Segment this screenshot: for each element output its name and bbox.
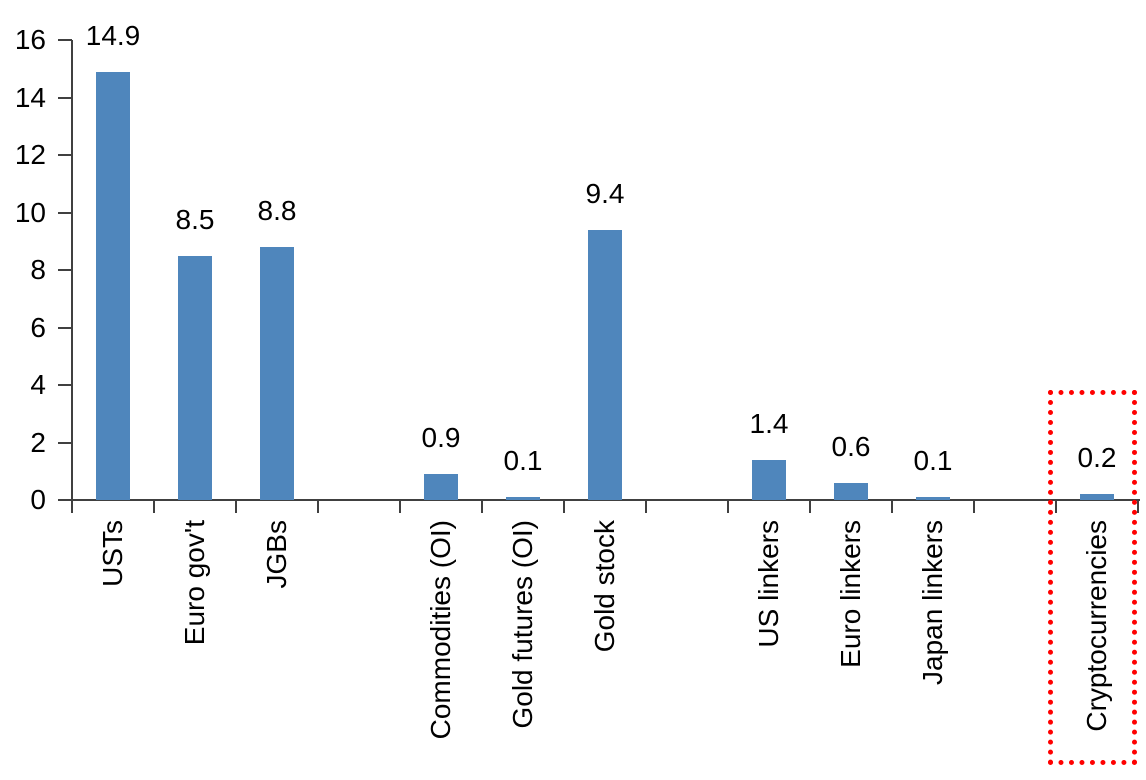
bar-value-label: 0.6: [831, 431, 871, 462]
x-axis-category-label: US linkers: [753, 520, 784, 648]
bar: [424, 474, 458, 500]
y-axis-tick: [58, 499, 72, 501]
bar: [588, 230, 622, 500]
x-axis-tick: [399, 500, 401, 513]
bar-value-label: 8.5: [175, 204, 215, 235]
x-axis-category-label: USTs: [97, 520, 128, 587]
bar-value-label: 0.1: [913, 445, 953, 476]
bar: [96, 72, 130, 500]
y-axis-tick: [58, 326, 72, 329]
x-axis-category-label: Gold futures (OI): [507, 520, 538, 729]
x-axis-tick: [727, 500, 729, 513]
bar-value-label: 1.4: [749, 408, 789, 439]
x-axis-tick: [153, 500, 155, 513]
y-axis-tick: [58, 39, 72, 41]
y-tick-label: 4: [30, 369, 46, 400]
y-tick-label: 12: [14, 139, 46, 170]
x-axis-category-label: Euro linkers: [835, 520, 866, 668]
y-axis-tick: [58, 211, 72, 214]
x-axis-tick: [563, 500, 565, 513]
y-tick-label: 10: [14, 196, 46, 228]
y-axis-tick: [58, 154, 72, 156]
bar: [178, 256, 212, 500]
bar: [916, 497, 950, 500]
bar: [1080, 494, 1114, 500]
x-axis-category-label: Japan linkers: [917, 520, 948, 685]
x-axis-line: [72, 499, 1140, 501]
x-axis-tick: [1055, 500, 1057, 513]
y-tick-label: 0: [30, 484, 46, 515]
bar: [506, 497, 540, 500]
x-axis-tick: [891, 500, 893, 513]
bar: [752, 460, 786, 500]
y-tick-label: 6: [30, 311, 46, 343]
y-axis-tick: [58, 269, 72, 271]
x-axis-tick: [481, 500, 483, 513]
x-axis-category-label: JGBs: [261, 520, 292, 589]
bar-value-label: 0.2: [1077, 442, 1117, 473]
bar-value-label: 8.8: [257, 195, 297, 226]
bar: [260, 247, 294, 500]
x-axis-category-label: Gold stock: [589, 520, 620, 653]
y-axis-line: [71, 40, 73, 501]
y-tick-label: 16: [14, 24, 46, 55]
y-tick-label: 2: [30, 426, 46, 458]
y-axis-tick: [58, 441, 72, 444]
bar: [834, 483, 868, 500]
y-axis-tick: [58, 96, 72, 99]
bar-value-label: 9.4: [585, 178, 625, 209]
x-axis-tick: [317, 500, 319, 513]
x-axis-category-label: Commodities (OI): [425, 520, 456, 740]
y-tick-label: 8: [30, 254, 46, 285]
y-tick-label: 14: [14, 81, 46, 113]
x-axis-tick: [809, 500, 811, 513]
y-axis-tick: [58, 384, 72, 386]
bar-value-label: 14.9: [85, 20, 141, 51]
x-axis-category-label: Euro gov't: [179, 520, 210, 646]
x-axis-tick: [71, 500, 73, 513]
bar-value-label: 0.1: [503, 445, 543, 476]
x-axis-tick: [973, 500, 975, 513]
x-axis-tick: [1137, 500, 1139, 513]
x-axis-tick: [645, 500, 647, 513]
highlight-box: [1048, 390, 1137, 765]
bar-value-label: 0.9: [421, 422, 461, 453]
x-axis-tick: [235, 500, 237, 513]
